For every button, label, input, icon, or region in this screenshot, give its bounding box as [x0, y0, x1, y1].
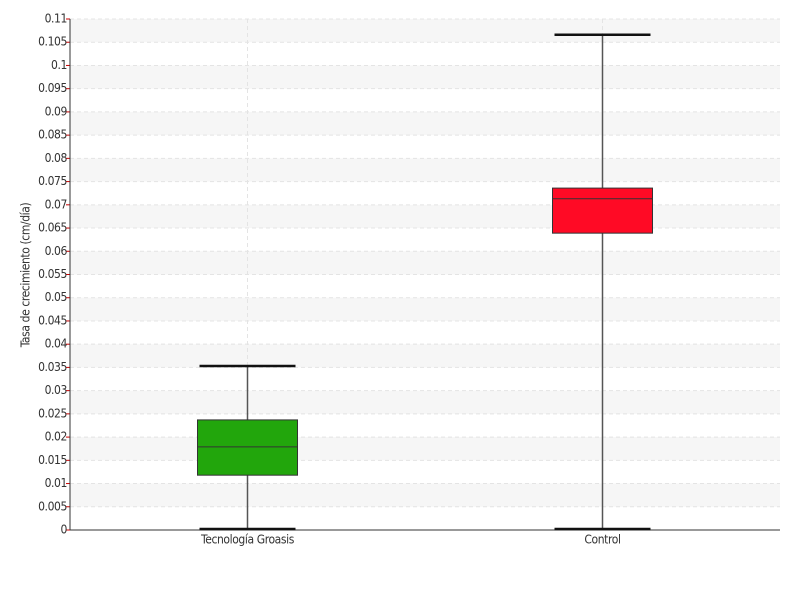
y-tick-label: 0.055	[38, 267, 67, 281]
grid-band	[70, 251, 780, 275]
box	[552, 187, 653, 234]
grid-band	[70, 19, 780, 43]
y-tick-label: 0.05	[45, 290, 67, 304]
y-tick-label: 0	[61, 523, 68, 537]
y-tick-label: 0.11	[45, 12, 67, 26]
grid-band	[70, 65, 780, 89]
grid-band	[70, 111, 780, 136]
y-tick-label: 0.085	[38, 128, 67, 142]
y-tick-label: 0.035	[38, 360, 67, 374]
y-tick-label: 0.07	[45, 197, 67, 211]
grid-band	[70, 390, 780, 414]
y-tick-label: 0.025	[38, 406, 67, 420]
y-tick-label: 0.06	[45, 244, 68, 258]
grid-band	[70, 204, 780, 229]
y-tick-label: 0.01	[45, 476, 67, 490]
y-tick-label: 0.08	[45, 151, 68, 165]
y-tick-label: 0.105	[38, 35, 67, 49]
y-tick-label: 0.015	[38, 453, 67, 467]
y-tick-label: 0.09	[45, 104, 68, 118]
grid-band	[70, 158, 780, 182]
grid-band	[70, 344, 780, 368]
y-tick-label: 0.065	[38, 221, 67, 235]
y-tick-label: 0.005	[38, 499, 67, 513]
x-tick-label: Control	[584, 533, 620, 547]
y-tick-label: 0.1	[51, 58, 67, 72]
grid-band	[70, 483, 780, 507]
y-axis-label: Tasa de crecimiento (cm/día)	[19, 203, 33, 349]
grid-band	[70, 297, 780, 321]
y-tick-label: 0.045	[38, 313, 67, 327]
y-tick-label: 0.095	[38, 81, 67, 95]
x-tick-label: Tecnología Groasis	[200, 533, 295, 547]
grid-band	[70, 437, 780, 461]
y-tick-label: 0.075	[38, 174, 67, 188]
y-tick-label: 0.02	[45, 430, 67, 444]
y-tick-label: 0.04	[45, 337, 68, 351]
box	[197, 419, 298, 476]
y-tick-label: 0.03	[45, 383, 67, 397]
